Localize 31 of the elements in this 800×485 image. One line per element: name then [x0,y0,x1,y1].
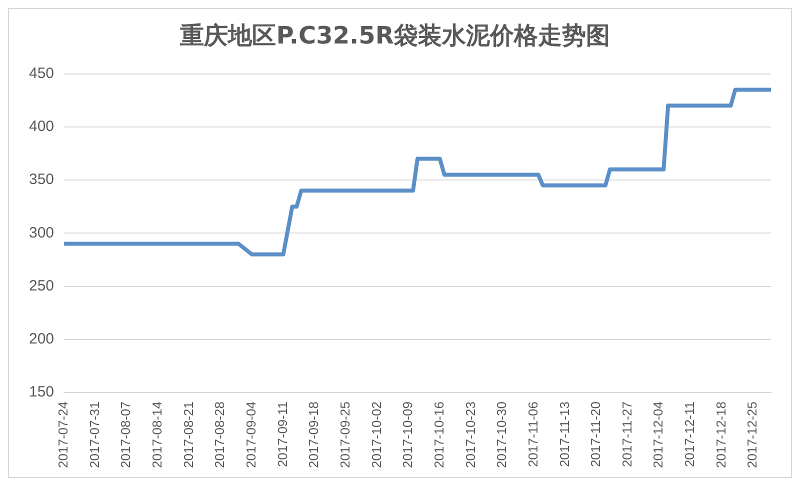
x-tick-label: 2017-09-25 [338,402,352,468]
x-tick-label: 2017-11-27 [619,402,634,468]
y-tick-label: 250 [28,277,54,294]
x-tick-label: 2017-09-04 [244,402,259,468]
x-tick-label: 2017-07-31 [86,402,102,468]
x-tick-label: 2017-08-14 [150,402,165,468]
y-tick-label: 150 [28,384,54,401]
x-tick-label: 2017-09-11 [274,402,290,468]
x-tick-label: 2017-11-06 [525,402,540,468]
x-tick-label: 2017-12-04 [650,402,666,468]
x-tick-label: 2017-08-07 [118,402,134,468]
x-tick-label: 2017-12-25 [744,402,760,468]
x-tick-label: 2017-11-13 [556,402,572,468]
x-tick-label: 2017-10-30 [494,402,510,468]
x-tick-label: 2017-10-16 [431,402,446,468]
x-tick-label: 2017-12-18 [713,402,728,468]
x-tick-label: 2017-10-23 [462,402,478,468]
x-tick-label: 2017-08-21 [180,402,196,468]
x-tick-label: 2017-07-24 [56,402,71,468]
chart-title: 重庆地区P.C32.5R袋装水泥价格走势图 [179,22,610,50]
y-tick-label: 450 [28,64,54,82]
x-tick-label: 2017-09-18 [306,402,322,468]
y-tick-label: 200 [28,330,54,348]
y-tick-label: 350 [28,171,54,188]
y-tick-label: 400 [28,118,54,136]
x-tick-label: 2017-08-28 [212,402,228,468]
y-tick-label: 300 [28,224,54,242]
x-tick-label: 2017-11-20 [588,402,604,468]
x-tick-label: 2017-10-02 [368,402,384,468]
x-tick-label: 2017-10-09 [400,402,416,468]
x-tick-label: 2017-12-11 [682,402,698,468]
